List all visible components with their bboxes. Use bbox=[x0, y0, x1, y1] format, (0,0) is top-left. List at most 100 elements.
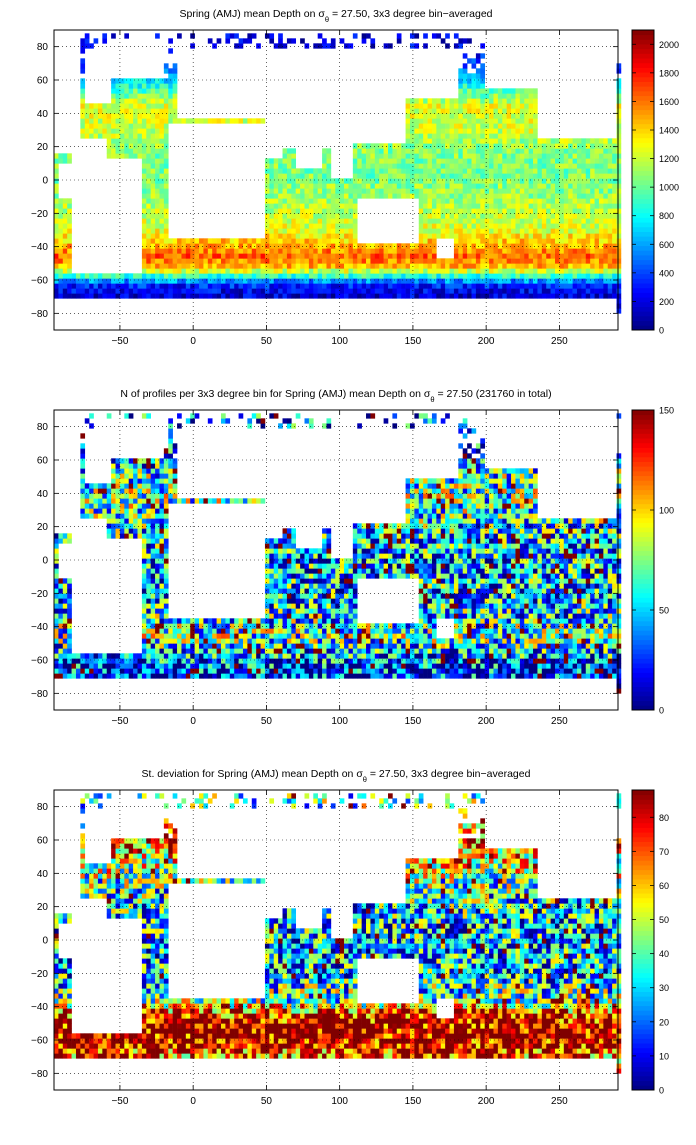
heatmap-cell bbox=[256, 648, 261, 653]
heatmap-cell bbox=[94, 133, 99, 138]
heatmap-cell bbox=[608, 273, 613, 278]
heatmap-cell bbox=[392, 668, 397, 673]
heatmap-cell bbox=[542, 653, 547, 658]
heatmap-cell bbox=[414, 143, 419, 148]
heatmap-cell bbox=[142, 168, 147, 173]
heatmap-cell bbox=[467, 663, 472, 668]
heatmap-cell bbox=[326, 238, 331, 243]
heatmap-cell bbox=[287, 258, 292, 263]
heatmap-cell bbox=[406, 268, 411, 273]
heatmap-cell bbox=[590, 643, 595, 648]
heatmap-cell bbox=[617, 78, 622, 83]
heatmap-cell bbox=[239, 283, 244, 288]
heatmap-cell bbox=[419, 633, 424, 638]
heatmap-cell bbox=[520, 258, 525, 263]
heatmap-cell bbox=[309, 673, 314, 678]
heatmap-cell bbox=[234, 648, 239, 653]
heatmap-cell bbox=[388, 258, 393, 263]
heatmap-cell bbox=[142, 183, 147, 188]
heatmap-cell bbox=[58, 643, 63, 648]
heatmap-cell bbox=[309, 628, 314, 633]
heatmap-cell bbox=[155, 273, 160, 278]
heatmap-cell bbox=[164, 63, 169, 68]
heatmap-cell bbox=[146, 218, 151, 223]
heatmap-cell bbox=[291, 223, 296, 228]
heatmap-cell bbox=[362, 288, 367, 293]
heatmap-cell bbox=[146, 173, 151, 178]
heatmap-cell bbox=[199, 283, 204, 288]
heatmap-cell bbox=[221, 668, 226, 673]
heatmap-cell bbox=[612, 233, 617, 238]
heatmap-cell bbox=[458, 198, 463, 203]
heatmap-cell bbox=[493, 248, 498, 253]
heatmap-cell bbox=[564, 218, 569, 223]
heatmap-cell bbox=[537, 643, 542, 648]
heatmap-cell bbox=[203, 663, 208, 668]
heatmap-cell bbox=[428, 278, 433, 283]
heatmap-cell bbox=[463, 73, 468, 78]
heatmap-cell bbox=[511, 98, 516, 103]
heatmap-cell bbox=[432, 638, 437, 643]
heatmap-cell bbox=[89, 668, 94, 673]
heatmap-cell bbox=[278, 158, 283, 163]
heatmap-cell bbox=[498, 193, 503, 198]
heatmap-cell bbox=[472, 213, 477, 218]
heatmap-cell bbox=[344, 208, 349, 213]
heatmap-cell bbox=[357, 283, 362, 288]
heatmap-cell bbox=[586, 238, 591, 243]
heatmap-cell bbox=[370, 638, 375, 643]
heatmap-cell bbox=[278, 213, 283, 218]
heatmap-cell bbox=[375, 248, 380, 253]
heatmap-cell bbox=[186, 268, 191, 273]
heatmap-cell bbox=[111, 98, 116, 103]
heatmap-cell bbox=[502, 663, 507, 668]
heatmap-cell bbox=[340, 203, 345, 208]
heatmap-cell bbox=[436, 278, 441, 283]
heatmap-cell bbox=[340, 648, 345, 653]
heatmap-cell bbox=[590, 203, 595, 208]
heatmap-cell bbox=[261, 673, 266, 678]
heatmap-cell bbox=[441, 193, 446, 198]
heatmap-cell bbox=[340, 38, 345, 43]
heatmap-cell bbox=[542, 213, 547, 218]
heatmap-cell bbox=[384, 183, 389, 188]
heatmap-cell bbox=[507, 648, 512, 653]
heatmap-cell bbox=[480, 293, 485, 298]
heatmap-cell bbox=[159, 628, 164, 633]
heatmap-cell bbox=[283, 258, 288, 263]
heatmap-cell bbox=[58, 278, 63, 283]
heatmap-cell bbox=[406, 653, 411, 658]
heatmap-cell bbox=[155, 233, 160, 238]
heatmap-cell bbox=[485, 263, 490, 268]
heatmap-cell bbox=[326, 163, 331, 168]
heatmap-cell bbox=[335, 248, 340, 253]
heatmap-cell bbox=[265, 253, 270, 258]
heatmap-cell bbox=[159, 668, 164, 673]
heatmap-cell bbox=[388, 278, 393, 283]
heatmap-cell bbox=[599, 138, 604, 143]
heatmap-cell bbox=[340, 193, 345, 198]
heatmap-cell bbox=[595, 668, 600, 673]
heatmap-cell bbox=[353, 183, 358, 188]
heatmap-cell bbox=[542, 638, 547, 643]
heatmap-cell bbox=[357, 643, 362, 648]
heatmap-cell bbox=[533, 113, 538, 118]
heatmap-cell bbox=[168, 253, 173, 258]
heatmap-cell bbox=[537, 268, 542, 273]
heatmap-cell bbox=[467, 223, 472, 228]
heatmap-cell bbox=[489, 638, 494, 643]
heatmap-cell bbox=[283, 198, 288, 203]
heatmap-cell bbox=[480, 68, 485, 73]
heatmap-cell bbox=[542, 253, 547, 258]
colorbar-tick-label: 1600 bbox=[659, 97, 679, 107]
heatmap-cell bbox=[511, 278, 516, 283]
heatmap-cell bbox=[199, 658, 204, 663]
heatmap-cell bbox=[590, 668, 595, 673]
heatmap-cell bbox=[423, 638, 428, 643]
x-tick-label: 250 bbox=[551, 336, 568, 347]
heatmap-cell bbox=[151, 288, 156, 293]
heatmap-cell bbox=[318, 288, 323, 293]
heatmap-cell bbox=[450, 273, 455, 278]
heatmap-cell bbox=[120, 93, 125, 98]
heatmap-cell bbox=[331, 183, 336, 188]
